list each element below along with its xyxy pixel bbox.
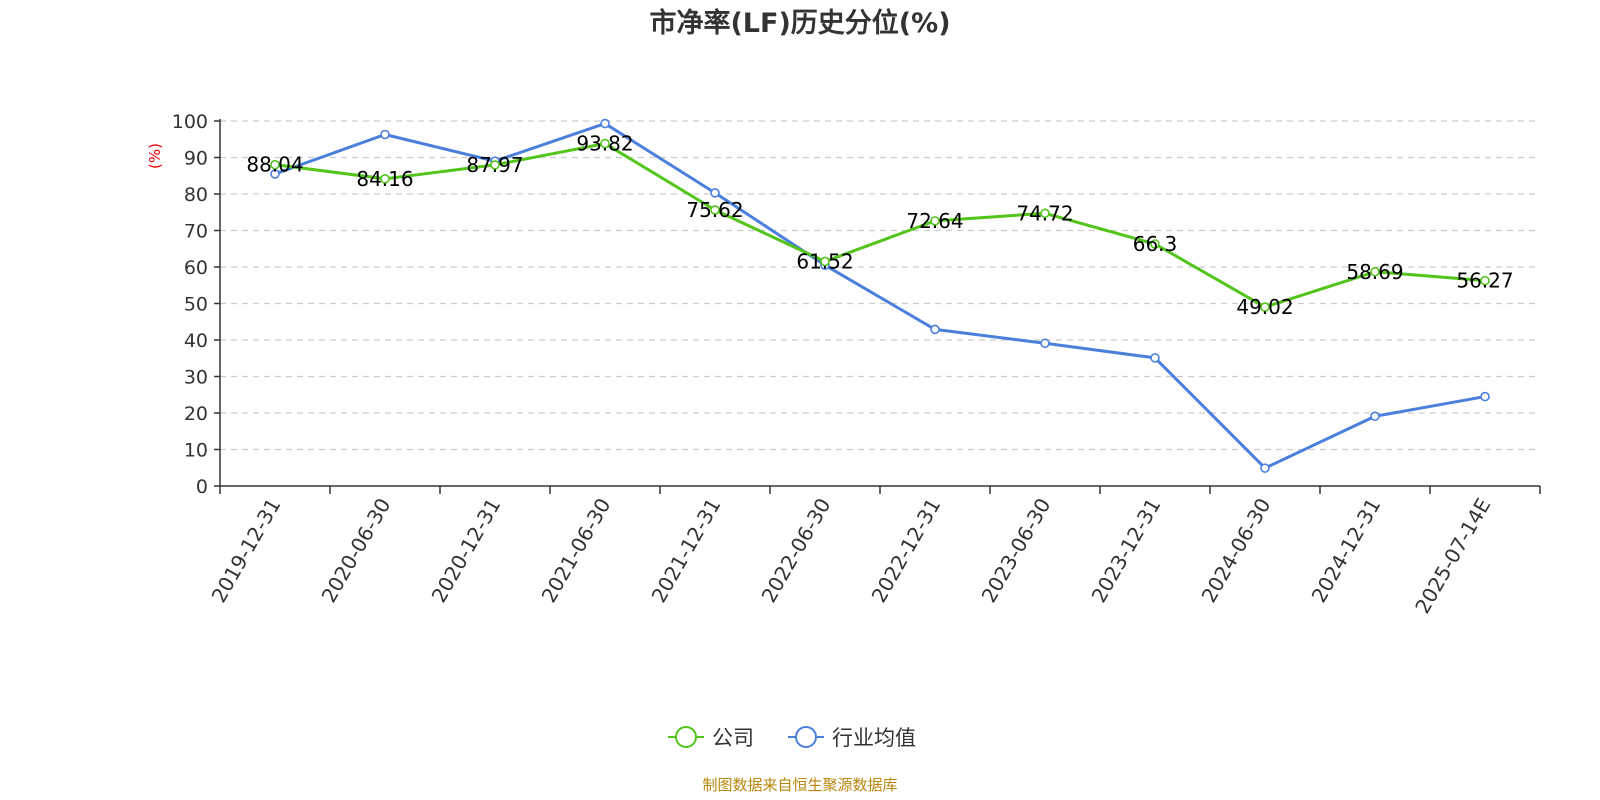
data-point bbox=[710, 205, 720, 215]
data-point bbox=[380, 129, 390, 140]
data-point bbox=[600, 138, 610, 149]
legend-label: 行业均值 bbox=[832, 726, 916, 750]
y-tick-label: 20 bbox=[184, 403, 208, 425]
data-label: 88.04 bbox=[246, 153, 303, 177]
chart-title: 市净率(LF)历史分位(%) bbox=[649, 7, 950, 39]
x-tick-label: 2023-12-31 bbox=[1086, 494, 1165, 607]
legend-marker bbox=[675, 726, 697, 748]
data-point bbox=[820, 256, 830, 267]
data-label: 87.97 bbox=[466, 153, 523, 177]
data-point bbox=[930, 324, 940, 335]
x-tick-label: 2021-12-31 bbox=[646, 494, 725, 607]
series-line bbox=[274, 142, 1486, 309]
x-tick-label: 2022-12-31 bbox=[866, 494, 945, 607]
x-tick-label: 2024-06-30 bbox=[1196, 494, 1275, 607]
x-tick-label: 2020-12-31 bbox=[426, 494, 505, 607]
data-point bbox=[1040, 338, 1050, 349]
y-tick-label: 0 bbox=[196, 476, 208, 498]
data-labels: 88.04 84.16 87.97 93.82 75.62 61.52 72.64 74.72… bbox=[246, 132, 1513, 320]
x-tick-label: 2025-07-14E bbox=[1410, 494, 1495, 618]
data-point bbox=[270, 169, 280, 179]
y-axis: 0 10 20 30 40 50 60 70 80 90 100 bbox=[172, 111, 221, 498]
y-tick-label: 40 bbox=[184, 330, 208, 352]
data-label: 74.72 bbox=[1016, 201, 1073, 225]
data-point bbox=[380, 174, 390, 184]
data-label: 84.16 bbox=[356, 167, 413, 191]
data-point bbox=[710, 188, 720, 198]
y-tick-label: 80 bbox=[184, 184, 208, 206]
y-tick-label: 50 bbox=[184, 294, 208, 316]
data-point bbox=[930, 216, 940, 226]
y-tick-label: 100 bbox=[172, 111, 208, 133]
data-point bbox=[1480, 391, 1490, 402]
data-label: 75.62 bbox=[686, 198, 743, 222]
data-point bbox=[490, 160, 500, 170]
y-tick-label: 60 bbox=[184, 257, 208, 279]
data-point bbox=[1260, 302, 1270, 312]
data-point bbox=[1040, 208, 1050, 219]
data-label: 58.69 bbox=[1346, 260, 1403, 284]
data-point bbox=[270, 159, 280, 170]
data-point bbox=[1150, 239, 1160, 249]
data-label: 72.64 bbox=[906, 209, 963, 233]
x-tick-label: 2020-06-30 bbox=[316, 494, 395, 607]
data-point bbox=[1260, 463, 1270, 473]
y-axis-label: (%) bbox=[146, 143, 164, 169]
data-point bbox=[1370, 266, 1380, 277]
series-line bbox=[274, 122, 1486, 470]
series-lines bbox=[270, 118, 1490, 473]
data-label: 61.52 bbox=[796, 249, 853, 273]
grid-lines bbox=[220, 120, 1540, 451]
x-tick-label: 2022-06-30 bbox=[756, 494, 835, 607]
y-tick-label: 10 bbox=[184, 440, 208, 462]
data-point bbox=[600, 118, 610, 129]
data-label: 56.27 bbox=[1456, 269, 1513, 293]
y-tick-label: 70 bbox=[184, 221, 208, 243]
data-label: 49.02 bbox=[1236, 295, 1293, 319]
x-tick-label: 2023-06-30 bbox=[976, 494, 1055, 607]
x-axis: 2019-12-31 2020-06-30 2020-12-31 2021-06-30… bbox=[206, 485, 1541, 618]
data-label: 93.82 bbox=[576, 132, 633, 156]
data-point bbox=[1150, 353, 1160, 363]
y-tick-label: 90 bbox=[184, 148, 208, 170]
data-point bbox=[1370, 411, 1380, 422]
source-note: 制图数据来自恒生聚源数据库 bbox=[702, 776, 897, 794]
legend: 公司 行业均值 bbox=[668, 726, 916, 750]
x-tick-label: 2019-12-31 bbox=[206, 494, 285, 607]
legend-label: 公司 bbox=[712, 726, 754, 750]
data-label: 66.3 bbox=[1133, 232, 1178, 256]
legend-item: 公司 bbox=[668, 726, 754, 750]
data-point bbox=[1480, 275, 1490, 286]
legend-marker bbox=[795, 726, 817, 748]
x-tick-label: 2024-12-31 bbox=[1306, 494, 1385, 607]
y-tick-label: 30 bbox=[184, 367, 208, 389]
legend-item: 行业均值 bbox=[788, 726, 916, 750]
x-tick-label: 2021-06-30 bbox=[536, 494, 615, 607]
